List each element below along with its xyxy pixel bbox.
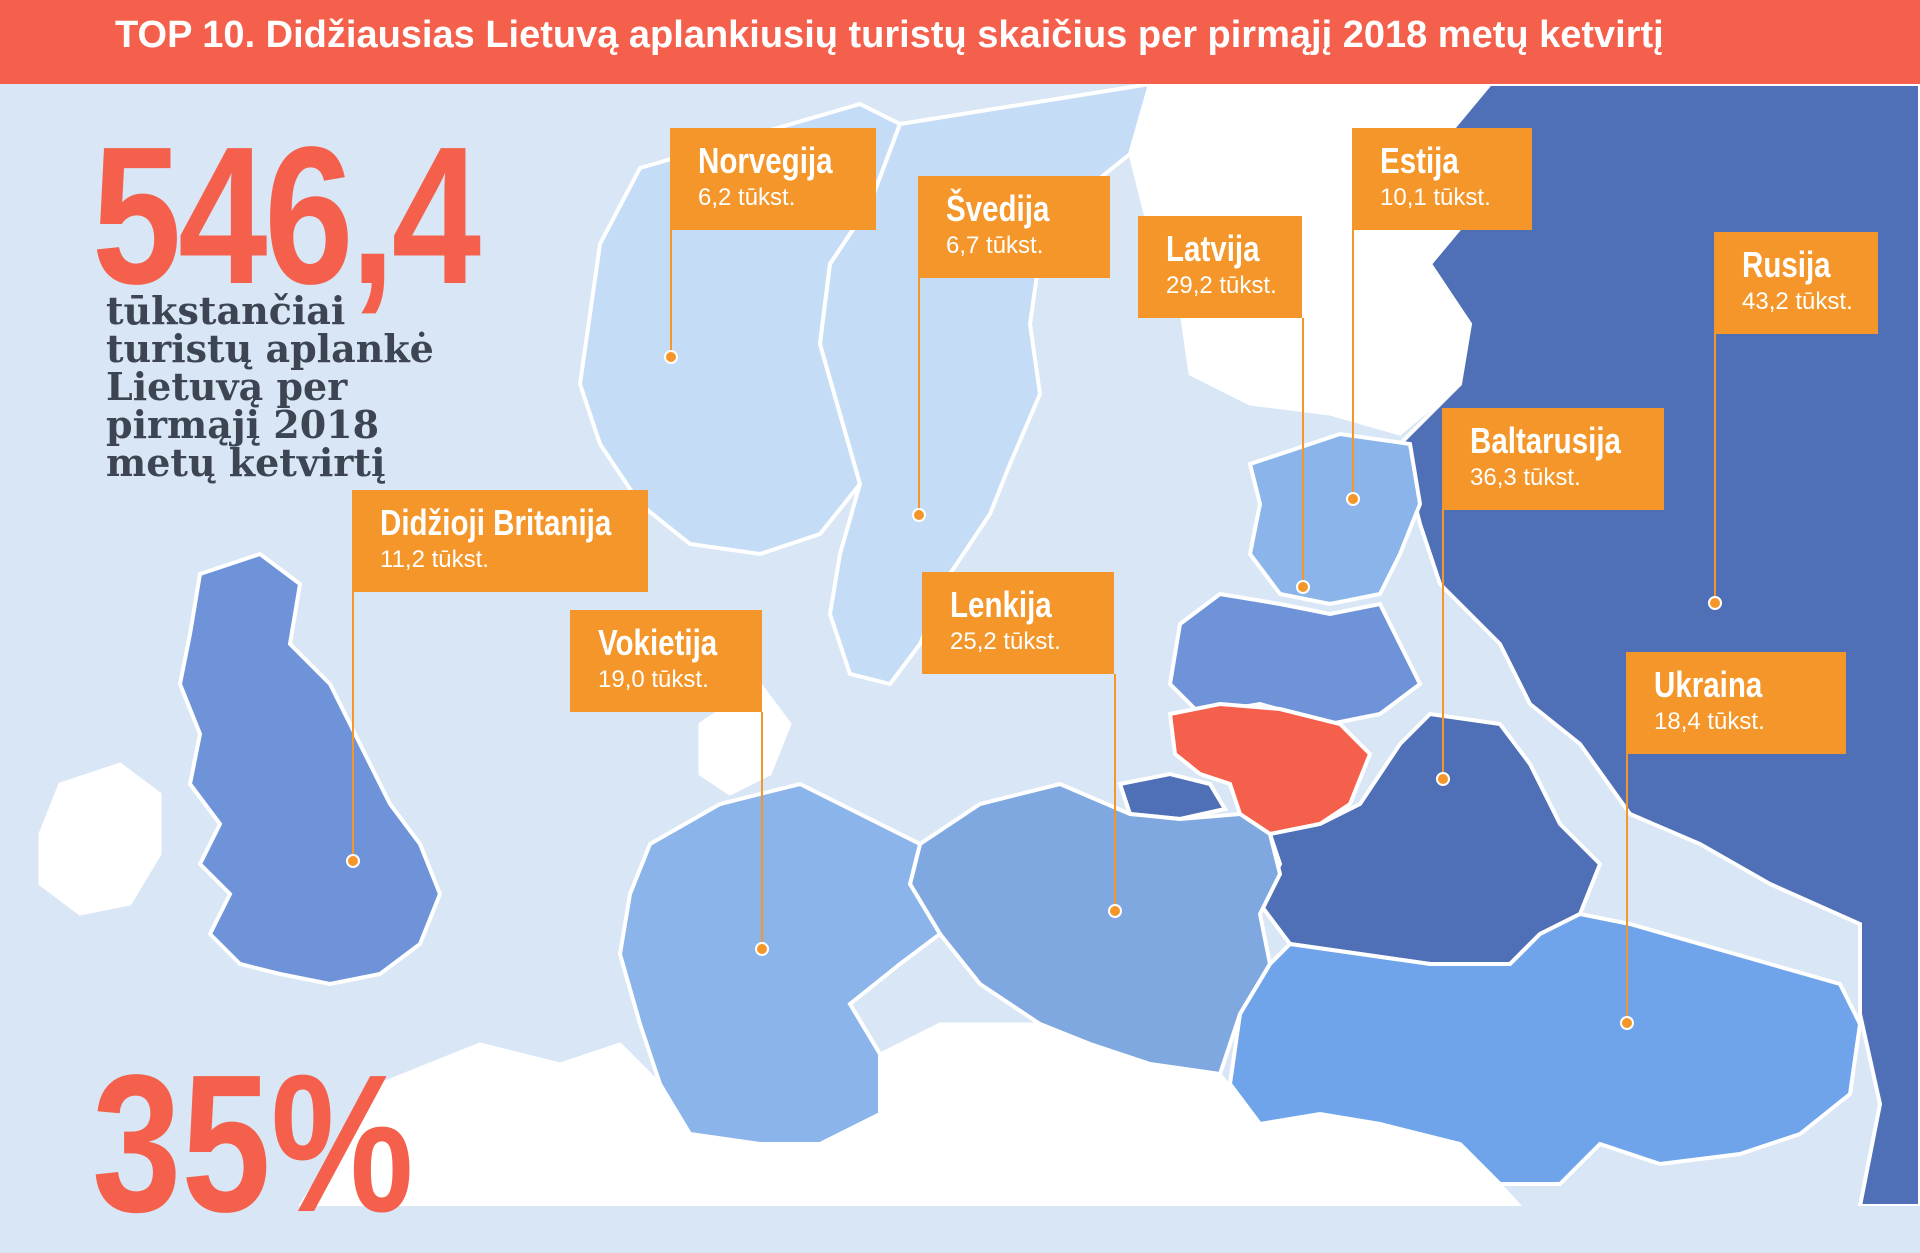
total-tourists-caption: tūkstančiai turistų aplankė Lietuvą per … (106, 288, 434, 485)
leader-line-latvia (1302, 318, 1304, 586)
country-name: Lenkija (950, 584, 1052, 625)
marker-latvia (1296, 580, 1310, 594)
leader-line-germany (761, 712, 763, 948)
percent-value: 35% (92, 1034, 414, 1253)
leader-line-ukraine (1626, 754, 1628, 1022)
country-value: 11,2 tūkst. (380, 546, 489, 573)
label-norway: Norvegija 6,2 tūkst. (670, 128, 876, 230)
marker-great-britain (346, 854, 360, 868)
leader-line-norway (670, 228, 672, 356)
country-value: 43,2 tūkst. (1742, 288, 1853, 315)
country-name: Rusija (1742, 244, 1831, 285)
marker-sweden (912, 508, 926, 522)
country-name: Didžioji Britanija (380, 502, 612, 543)
marker-germany (755, 942, 769, 956)
country-name: Latvija (1166, 228, 1260, 269)
marker-estonia (1346, 492, 1360, 506)
country-name: Norvegija (698, 140, 833, 181)
label-ukraine: Ukraina 18,4 tūkst. (1626, 652, 1846, 754)
country-value: 10,1 tūkst. (1380, 184, 1491, 211)
label-estonia: Estija 10,1 tūkst. (1352, 128, 1532, 230)
leader-line-poland (1114, 674, 1116, 910)
country-value: 6,2 tūkst. (698, 184, 796, 211)
label-latvia: Latvija 29,2 tūkst. (1138, 216, 1302, 318)
marker-ukraine (1620, 1016, 1634, 1030)
total-tourists-value: 546,4 (92, 106, 481, 325)
country-name: Baltarusija (1470, 420, 1621, 461)
country-name: Ukraina (1654, 664, 1763, 705)
country-value: 29,2 tūkst. (1166, 272, 1277, 299)
land-central-europe (298, 1022, 1523, 1206)
label-germany: Vokietija 19,0 tūkst. (570, 610, 762, 712)
leader-line-estonia (1352, 228, 1354, 498)
marker-poland (1108, 904, 1122, 918)
leader-line-sweden (918, 278, 920, 514)
country-belarus (1257, 711, 1603, 966)
label-russia: Rusija 43,2 tūkst. (1714, 232, 1878, 334)
country-value: 36,3 tūkst. (1470, 464, 1581, 491)
label-poland: Lenkija 25,2 tūkst. (922, 572, 1114, 674)
label-great-britain: Didžioji Britanija 11,2 tūkst. (352, 490, 648, 592)
country-name: Estija (1380, 140, 1459, 181)
country-estonia (1247, 431, 1423, 607)
country-value: 18,4 tūkst. (1654, 708, 1765, 735)
country-value: 25,2 tūkst. (950, 628, 1061, 655)
leader-line-russia (1714, 334, 1716, 602)
page-title: TOP 10. Didžiausias Lietuvą aplankiusių … (115, 14, 1664, 56)
label-sweden: Švedija 6,7 tūkst. (918, 176, 1110, 278)
marker-belarus (1436, 772, 1450, 786)
country-value: 19,0 tūkst. (598, 666, 709, 693)
country-name: Vokietija (598, 622, 718, 663)
country-name: Švedija (946, 188, 1050, 229)
leader-line-belarus (1442, 510, 1444, 778)
label-belarus: Baltarusija 36,3 tūkst. (1442, 408, 1664, 510)
marker-russia (1708, 596, 1722, 610)
marker-norway (664, 350, 678, 364)
country-ireland (38, 762, 162, 916)
country-great-britain (177, 551, 443, 987)
country-value: 6,7 tūkst. (946, 232, 1044, 259)
header-bar: TOP 10. Didžiausias Lietuvą aplankiusių … (0, 0, 1920, 84)
leader-line-great-britain (352, 592, 354, 860)
